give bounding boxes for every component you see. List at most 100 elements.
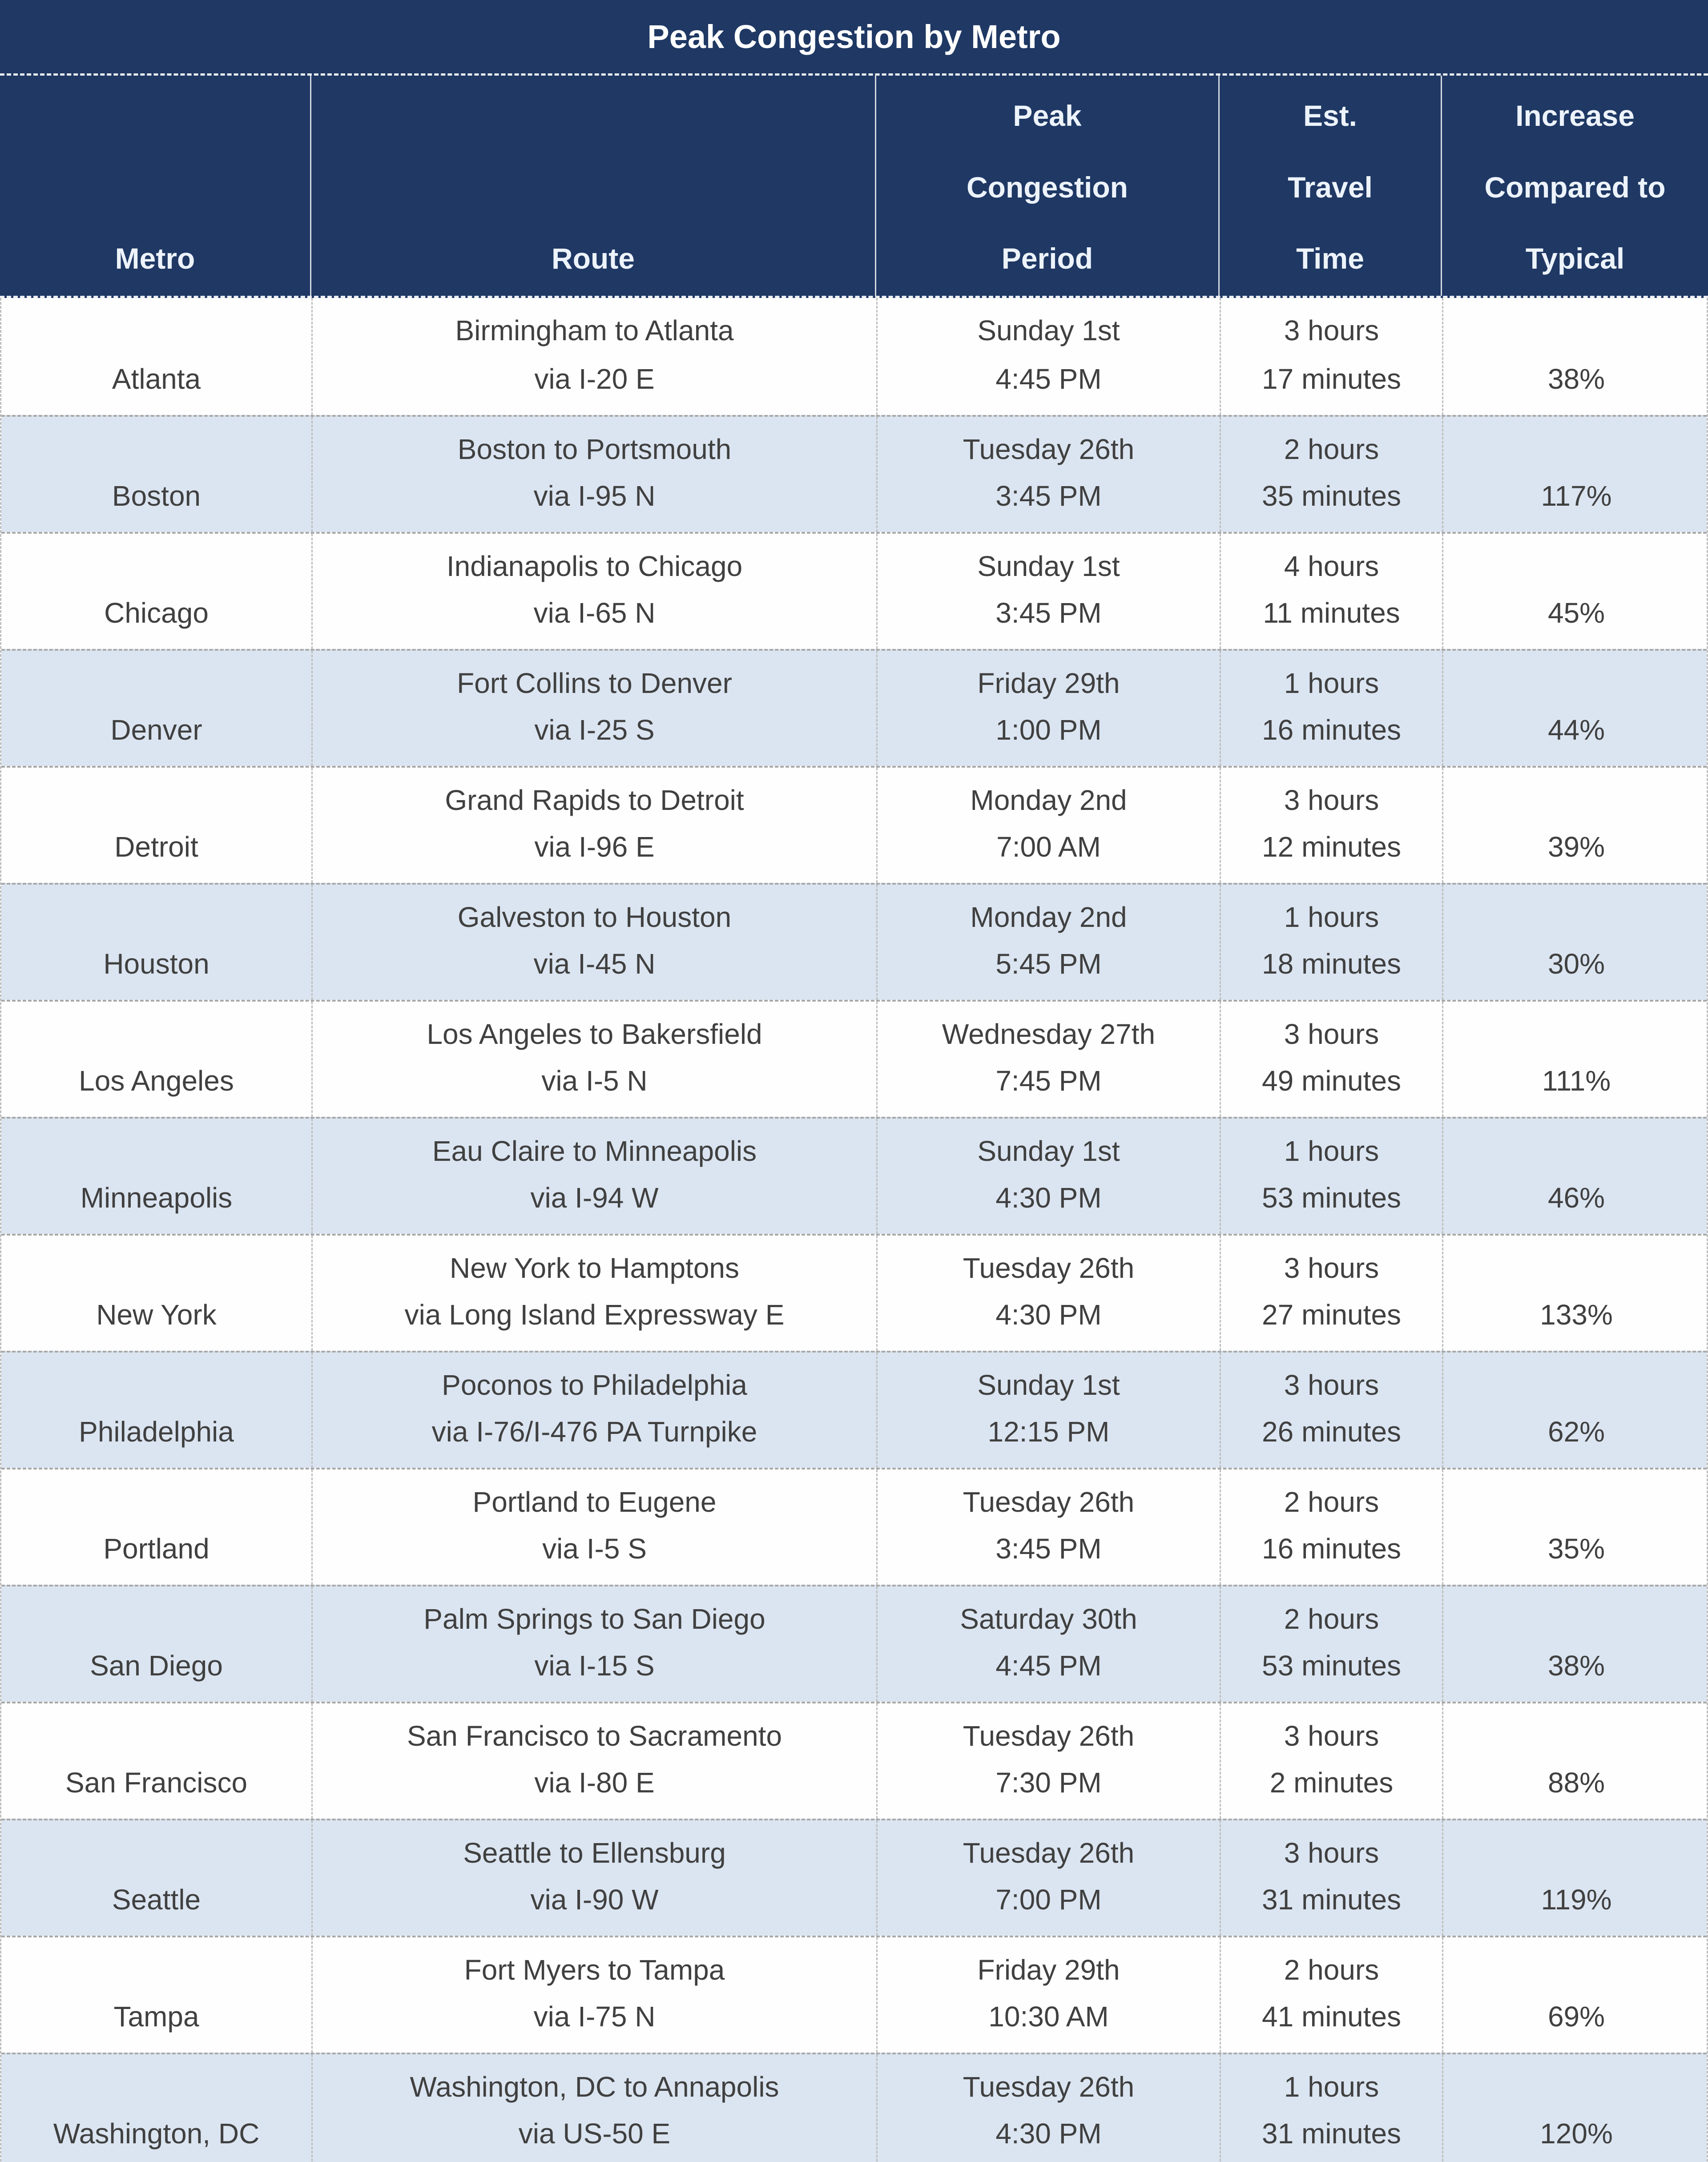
period-cell-text: Monday 2nd <box>970 784 1127 816</box>
table-row: Seattle Seattle to Ellensburg via I-90 W Tu… <box>1 1819 1707 1936</box>
metro-cell-text: Washington, DC <box>53 2118 260 2150</box>
route-cell-text: Birmingham to Atlanta <box>455 314 734 346</box>
route-cell-text: via I-94 W <box>530 1182 659 1214</box>
travel-time-cell-text: 16 minutes <box>1261 714 1402 746</box>
route-cell-text: New York to Hamptons <box>450 1252 739 1284</box>
period-cell: Saturday 30th 4:45 PM <box>878 1586 1221 1702</box>
route-cell-text: via I-90 W <box>530 1884 659 1916</box>
metro-cell-text: San Diego <box>90 1650 223 1682</box>
route-cell-text: Galveston to Houston <box>457 901 732 933</box>
travel-time-cell-text: 2 hours <box>1284 1603 1379 1635</box>
route-cell-text: via I-96 E <box>534 831 655 863</box>
travel-time-cell-text: 2 hours <box>1284 1954 1379 1986</box>
travel-time-cell: 4 hours 11 minutes <box>1221 534 1443 649</box>
table-row: Washington, DC Washington, DC to Annapoli… <box>1 2053 1707 2162</box>
travel-time-cell-text: 3 hours <box>1284 784 1379 816</box>
travel-time-cell-text: 1 hours <box>1284 1135 1379 1167</box>
travel-time-cell-text: 18 minutes <box>1261 948 1402 980</box>
column-header-time: Est. Travel Time <box>1220 76 1442 296</box>
header-line: Time <box>1296 242 1364 275</box>
period-cell-text: Tuesday 26th <box>963 433 1135 465</box>
travel-time-cell: 3 hours 12 minutes <box>1221 768 1443 883</box>
route-cell: Seattle to Ellensburg via I-90 W <box>313 1820 878 1936</box>
table-row: Portland Portland to Eugene via I-5 S Tuesd… <box>1 1468 1707 1585</box>
route-cell-text: via I-15 S <box>534 1650 655 1682</box>
period-cell: Monday 2nd 5:45 PM <box>878 885 1221 1000</box>
route-cell: Poconos to Philadelphia via I-76/I-476 PA… <box>313 1353 878 1468</box>
period-cell-text: 3:45 PM <box>995 597 1102 629</box>
route-cell-text: Grand Rapids to Detroit <box>445 784 744 816</box>
increase-cell: 44% <box>1443 651 1708 766</box>
route-cell-text: via I-5 N <box>541 1065 648 1097</box>
route-cell-text: Boston to Portsmouth <box>457 433 732 465</box>
route-cell-text: Fort Myers to Tampa <box>464 1954 725 1986</box>
metro-cell-text: Tampa <box>113 2001 199 2033</box>
route-cell: Eau Claire to Minneapolis via I-94 W <box>313 1119 878 1234</box>
metro-cell-text: Denver <box>110 714 202 746</box>
route-cell: Palm Springs to San Diego via I-15 S <box>313 1586 878 1702</box>
route-cell: Galveston to Houston via I-45 N <box>313 885 878 1000</box>
increase-cell-text: 35% <box>1547 1533 1605 1565</box>
route-cell-text: via I-65 N <box>533 597 656 629</box>
travel-time-cell: 3 hours 17 minutes <box>1221 298 1443 415</box>
route-cell-text: Indianapolis to Chicago <box>446 550 743 582</box>
increase-cell-text: 120% <box>1540 2118 1613 2150</box>
period-cell: Sunday 1st 4:45 PM <box>878 298 1221 415</box>
column-header-route: Route <box>311 76 876 296</box>
route-cell: San Francisco to Sacramento via I-80 E <box>313 1703 878 1819</box>
increase-cell: 38% <box>1443 1586 1708 1702</box>
increase-cell-text: 38% <box>1547 1650 1605 1682</box>
increase-cell-text: 133% <box>1540 1299 1613 1331</box>
header-line: Period <box>1001 242 1093 275</box>
table-row: Minneapolis Eau Claire to Minneapolis via … <box>1 1117 1707 1234</box>
travel-time-cell-text: 31 minutes <box>1261 2118 1402 2150</box>
increase-cell: 30% <box>1443 885 1708 1000</box>
metro-cell-text: Detroit <box>114 831 198 863</box>
travel-time-cell: 2 hours 16 minutes <box>1221 1470 1443 1585</box>
route-cell-text: via Long Island Expressway E <box>404 1299 785 1331</box>
table-row: San Francisco San Francisco to Sacramento… <box>1 1702 1707 1819</box>
period-cell: Sunday 1st 12:15 PM <box>878 1353 1221 1468</box>
table-row: Atlanta Birmingham to Atlanta via I-20 E Su… <box>1 298 1707 415</box>
table-title: Peak Congestion by Metro <box>0 0 1708 76</box>
metro-cell-text: Portland <box>103 1533 209 1565</box>
period-cell-text: 4:30 PM <box>995 1182 1102 1214</box>
header-line: Compared to <box>1484 170 1666 204</box>
header-line: Typical <box>1525 242 1625 275</box>
increase-cell-text: 30% <box>1547 948 1605 980</box>
travel-time-cell-text: 3 hours <box>1284 314 1379 346</box>
period-cell-text: 7:00 PM <box>995 1884 1102 1916</box>
header-line: Metro <box>115 242 195 275</box>
travel-time-cell-text: 4 hours <box>1284 550 1379 582</box>
increase-cell-text: 119% <box>1541 1884 1612 1916</box>
route-cell-text: Poconos to Philadelphia <box>442 1369 747 1401</box>
metro-cell: Minneapolis <box>1 1119 313 1234</box>
period-cell-text: Tuesday 26th <box>963 1837 1135 1869</box>
header-line: Increase <box>1515 99 1635 132</box>
increase-cell-text: 111% <box>1542 1065 1611 1097</box>
period-cell: Tuesday 26th 3:45 PM <box>878 417 1221 532</box>
metro-cell: Philadelphia <box>1 1353 313 1468</box>
period-cell-text: Friday 29th <box>977 1954 1120 1986</box>
route-cell: Fort Collins to Denver via I-25 S <box>313 651 878 766</box>
route-cell-text: via I-95 N <box>533 480 656 512</box>
travel-time-cell-text: 16 minutes <box>1261 1533 1402 1565</box>
period-cell-text: 4:45 PM <box>995 1650 1102 1682</box>
metro-cell: Houston <box>1 885 313 1000</box>
header-row: Metro Route Peak Congestion Period Est. Travel… <box>0 76 1708 298</box>
route-cell-text: via I-76/I-476 PA Turnpike <box>431 1416 757 1448</box>
travel-time-cell-text: 1 hours <box>1284 901 1379 933</box>
table-row: Denver Fort Collins to Denver via I-25 S Fr… <box>1 649 1707 766</box>
route-cell-text: via I-5 S <box>542 1533 647 1565</box>
metro-cell: Boston <box>1 417 313 532</box>
period-cell-text: Monday 2nd <box>970 901 1127 933</box>
travel-time-cell: 3 hours 49 minutes <box>1221 1002 1443 1117</box>
travel-time-cell-text: 49 minutes <box>1261 1065 1402 1097</box>
travel-time-cell: 2 hours 53 minutes <box>1221 1586 1443 1702</box>
travel-time-cell: 3 hours 31 minutes <box>1221 1820 1443 1936</box>
metro-cell-text: Chicago <box>104 597 209 629</box>
metro-cell: Washington, DC <box>1 2054 313 2162</box>
route-cell: Los Angeles to Bakersfield via I-5 N <box>313 1002 878 1117</box>
increase-cell: 38% <box>1443 298 1708 415</box>
travel-time-cell: 2 hours 41 minutes <box>1221 1937 1443 2053</box>
